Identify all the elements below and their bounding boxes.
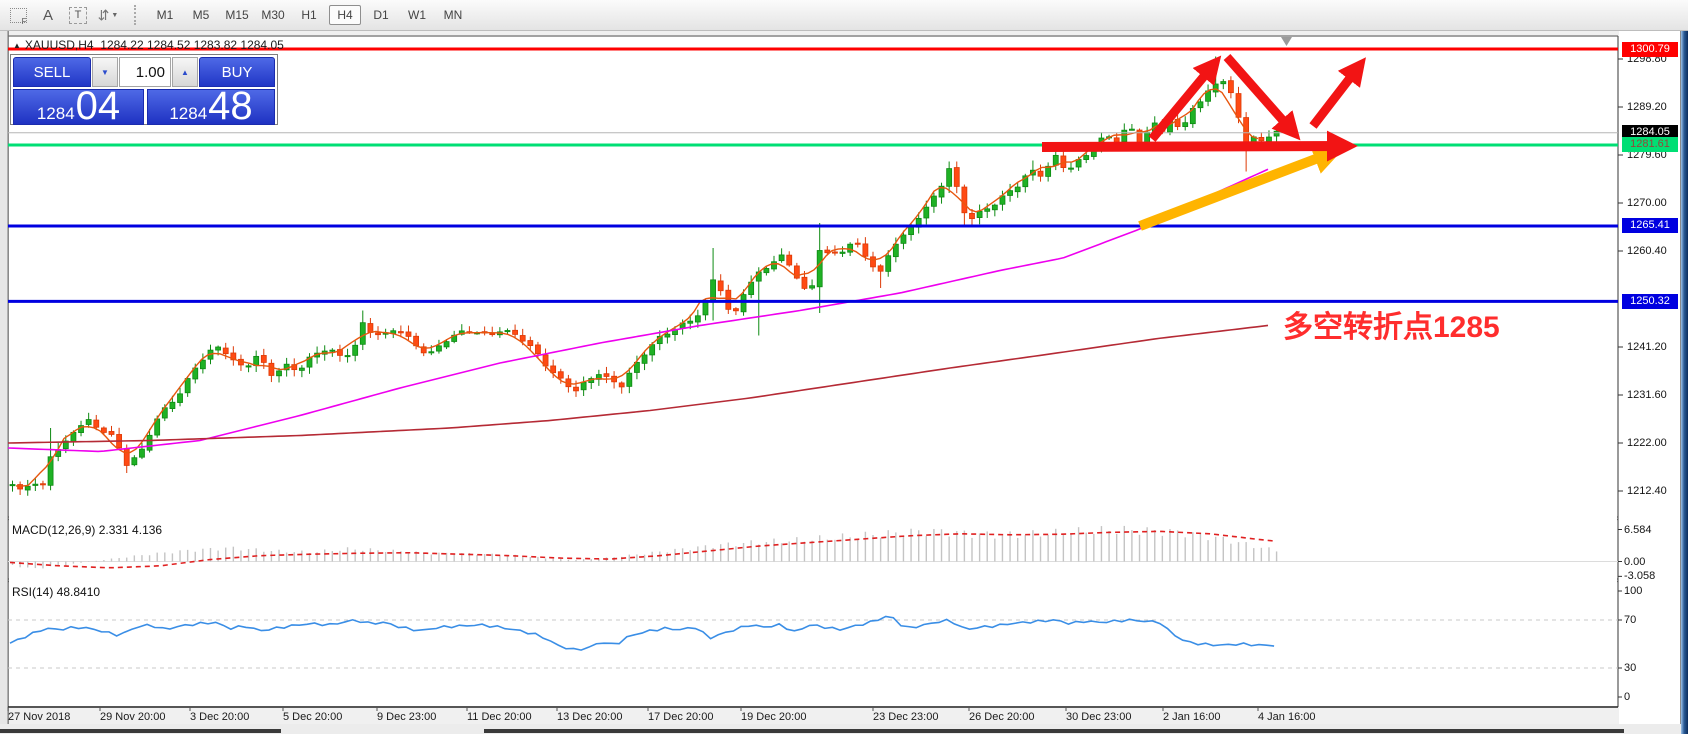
timeframe-button-w1[interactable]: W1 <box>408 8 426 22</box>
date-label: 30 Dec 23:00 <box>1066 711 1132 723</box>
ask-price-big: 48 <box>208 84 253 128</box>
date-label: 13 Dec 20:00 <box>557 711 623 723</box>
bid-price-big: 04 <box>75 84 121 128</box>
timeframe-button-m15[interactable]: M15 <box>225 8 249 22</box>
right-window-edge <box>1681 30 1688 734</box>
turning-point-annotation: 多空转折点1285 <box>1283 311 1500 344</box>
date-label: 26 Dec 20:00 <box>969 711 1035 723</box>
chart-grid-icon: F <box>9 7 27 26</box>
date-label: 17 Dec 20:00 <box>648 711 714 723</box>
macd-axis-label: -3.058 <box>1624 570 1656 583</box>
arrows-tool-button[interactable]: ⇵ ▼ <box>96 3 120 27</box>
rsi-axis-label: 30 <box>1624 662 1637 674</box>
macd-axis-label: 6.584 <box>1624 523 1652 536</box>
timeframe-bar: M1 M5 M15 M30 H1 H4 D1 W1 MN <box>147 5 471 25</box>
date-label: 19 Dec 20:00 <box>741 711 807 723</box>
rsi-axis-label: 70 <box>1624 614 1637 626</box>
rsi-axis-label: 0 <box>1624 691 1631 703</box>
date-label: 27 Nov 2018 <box>8 711 71 723</box>
ask-price-main: 1284 <box>169 104 208 123</box>
symbol-timeframe-label: XAUUSD,H4 <box>24 38 94 52</box>
price-badge-1250.32: 1250.32 <box>1622 293 1678 309</box>
scrollbar-segment[interactable] <box>0 729 281 733</box>
text-box-icon: T <box>69 6 87 24</box>
date-label: 3 Dec 20:00 <box>190 711 250 723</box>
volume-decrease-button[interactable]: ▼ <box>92 57 118 87</box>
buy-button[interactable]: BUY <box>199 57 275 87</box>
timeframe-button-m1[interactable]: M1 <box>156 8 174 22</box>
date-label: 11 Dec 20:00 <box>467 711 532 723</box>
date-label: 29 Nov 20:00 <box>100 711 166 723</box>
one-click-trade-panel: SELL ▼ ▲ BUY 1284 04 1284 48 <box>10 54 278 128</box>
scrollbar-segment[interactable] <box>484 729 1624 733</box>
date-label: 23 Dec 23:00 <box>873 711 939 723</box>
price-tick-label: 1212.40 <box>1627 485 1667 497</box>
date-label: 5 Dec 20:00 <box>283 711 343 723</box>
ohlc-values: 1284.22 1284.52 1283.82 1284.05 <box>100 38 284 52</box>
timeframe-button-mn[interactable]: MN <box>443 8 463 22</box>
toolbar-grip <box>134 5 141 25</box>
timeframe-button-d1[interactable]: D1 <box>373 8 389 22</box>
date-label: 4 Jan 16:00 <box>1258 711 1316 723</box>
arrows-icon: ⇵ <box>97 6 110 23</box>
rsi-axis-label: 100 <box>1624 585 1643 597</box>
rsi-label: RSI(14) 48.8410 <box>12 585 101 599</box>
price-badge-1265.41: 1265.41 <box>1622 218 1678 234</box>
price-tick-label: 1241.20 <box>1627 341 1667 353</box>
ask-price-button[interactable]: 1284 48 <box>147 84 275 128</box>
price-tick-label: 1289.20 <box>1627 101 1667 113</box>
one-click-collapse-icon[interactable]: ▲ <box>13 41 21 50</box>
timeframe-button-m5[interactable]: M5 <box>192 8 210 22</box>
timeframe-button-h1[interactable]: H1 <box>301 8 317 22</box>
toolbar: F A T ⇵ ▼ M1 M5 M15 M30 H1 H4 D1 W1 MN <box>0 0 1688 31</box>
macd-label: MACD(12,26,9) 2.331 4.136 <box>12 523 163 537</box>
price-badge-1300.79: 1300.79 <box>1622 41 1678 57</box>
date-label: 2 Jan 16:00 <box>1163 711 1221 723</box>
chevron-down-icon: ▼ <box>111 11 119 19</box>
timeframe-button-h4[interactable]: H4 <box>329 5 361 25</box>
price-tick-label: 1231.60 <box>1627 389 1667 401</box>
price-badge-1284.05: 1284.05 <box>1622 125 1678 141</box>
price-tick-label: 1260.40 <box>1627 245 1667 257</box>
chart-window-tool-button[interactable]: F <box>6 3 30 27</box>
date-label: 9 Dec 23:00 <box>377 711 437 723</box>
timeframe-button-m30[interactable]: M30 <box>261 8 285 22</box>
macd-axis-label: 0.00 <box>1624 555 1646 568</box>
text-box-tool-button[interactable]: T <box>66 3 90 27</box>
bid-price-main: 1284 <box>36 104 75 123</box>
bid-price-button[interactable]: 1284 04 <box>13 84 144 128</box>
volume-increase-button[interactable]: ▲ <box>172 57 198 87</box>
price-tick-label: 1270.00 <box>1627 197 1667 209</box>
text-label-tool-button[interactable]: A <box>36 3 60 27</box>
letter-a-icon: A <box>42 6 53 24</box>
sell-button[interactable]: SELL <box>13 57 91 87</box>
price-tick-label: 1222.00 <box>1627 437 1667 449</box>
price-badge-1281.61: 1281.61 <box>1622 137 1678 153</box>
chart-header: ▲ XAUUSD,H4 1284.22 1284.52 1283.82 1284.… <box>13 38 284 52</box>
volume-input[interactable] <box>119 57 171 87</box>
